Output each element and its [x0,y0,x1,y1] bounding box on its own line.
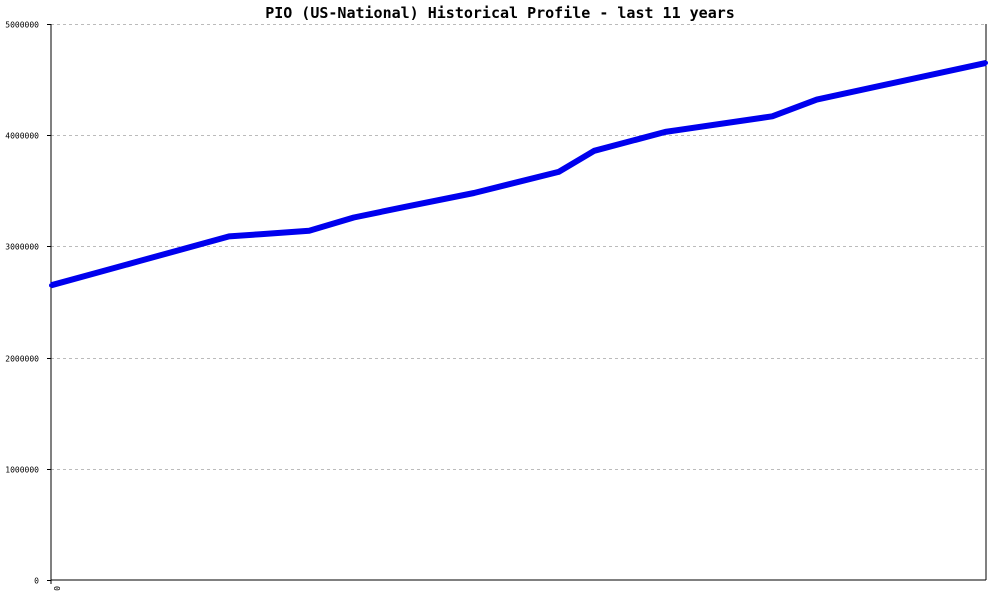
series-layer [49,59,988,289]
y-tick-label: 3000000 [5,243,39,252]
y-tick-label: 4000000 [5,132,39,141]
data-point [592,148,597,153]
data-point [138,258,143,263]
data-point [984,60,988,65]
data-point [307,228,312,233]
data-point [49,283,53,288]
data-point [556,169,561,174]
axes [50,24,987,581]
data-point [227,234,232,239]
y-tick-label: 5000000 [5,21,39,30]
data-point [351,215,356,220]
data-point [258,232,263,237]
data-point [663,129,668,134]
data-point [471,191,476,196]
x-tick-label: 0 [52,586,61,591]
data-point [405,204,410,209]
y-tick-label: 0 [34,577,39,586]
data-point [770,114,775,119]
data-point [814,97,819,102]
data-point [182,246,187,251]
y-tick-label: 2000000 [5,355,39,364]
data-point [93,271,98,276]
series-line [50,59,987,289]
tick-labels: 0 1000000 2000000 3000000 4000000 5000000 0 [5,21,61,592]
chart-title: PIO (US-National) Historical Profile - l… [265,4,735,22]
y-tick-label: 1000000 [5,466,39,475]
